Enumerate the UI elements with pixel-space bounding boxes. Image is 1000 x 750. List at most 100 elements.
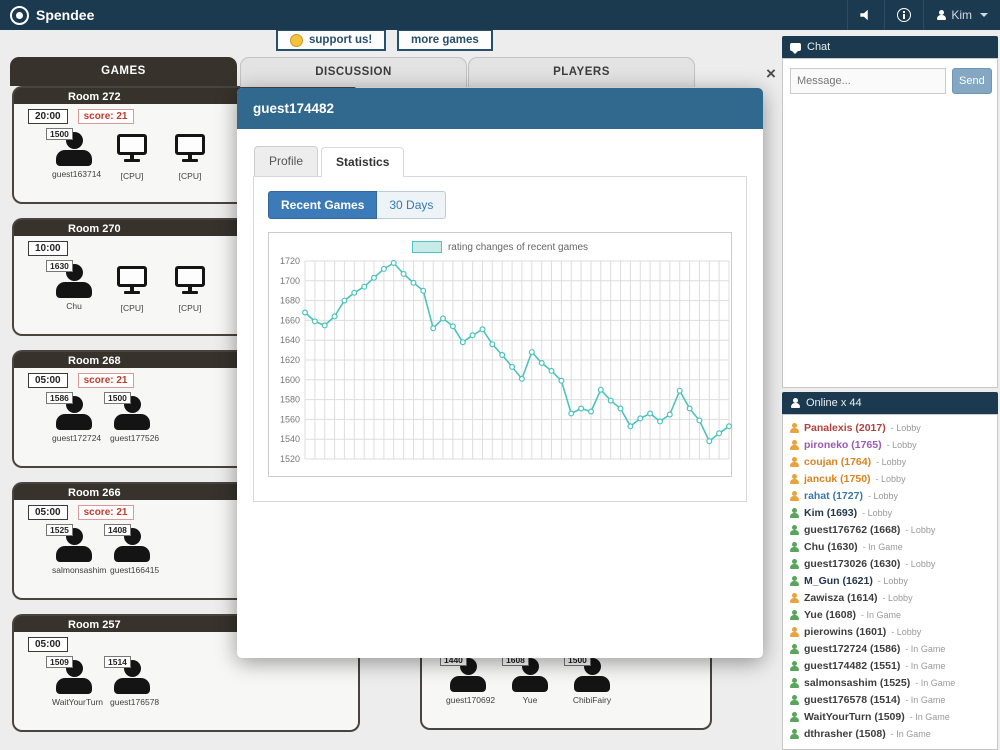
brand[interactable]: Spendee xyxy=(0,5,95,25)
player-avatar[interactable]: 1440 guest170692 xyxy=(440,654,495,705)
support-us-button[interactable]: support us! xyxy=(276,29,387,51)
online-players-list: Panalexis (2017) - Lobby pironeko (1765)… xyxy=(782,414,998,750)
online-player-status: - Lobby xyxy=(867,490,898,501)
online-player-status: - In Game xyxy=(909,711,950,722)
player-avatar[interactable]: 1408 guest166415 xyxy=(104,524,159,575)
chat-message-input[interactable] xyxy=(790,68,946,94)
online-player-row[interactable]: Chu (1630) - In Game xyxy=(789,538,991,555)
player-avatar[interactable]: 1500 guest177526 xyxy=(104,392,159,443)
online-player-status: - Lobby xyxy=(905,524,936,535)
subtab-30-days[interactable]: 30 Days xyxy=(377,191,447,219)
online-player-row[interactable]: dthrasher (1508) - In Game xyxy=(789,725,991,742)
rooms-list: Room 272 20:00 score: 21 1500 guest163714… xyxy=(12,86,360,746)
online-player-name: jancuk (1750) xyxy=(804,472,871,485)
tab-players[interactable]: PLAYERS xyxy=(468,57,695,87)
chat-send-button[interactable]: Send xyxy=(952,68,992,94)
player-rating-badge: 1500 xyxy=(104,392,131,404)
player-status-icon xyxy=(789,592,799,603)
svg-text:1720: 1720 xyxy=(280,256,300,266)
room-players: 1630 Chu [CPU] [CPU] xyxy=(28,260,348,313)
room-score: score: 21 xyxy=(77,505,134,520)
player-avatar[interactable]: 1500 ChibiFairy xyxy=(564,654,614,705)
online-player-status: - Lobby xyxy=(890,422,921,433)
online-player-status: - In Game xyxy=(915,677,956,688)
online-player-name: guest176762 (1668) xyxy=(804,523,901,536)
room-meta: 10:00 xyxy=(28,241,348,256)
svg-text:1680: 1680 xyxy=(280,296,300,306)
person-silhouette-icon xyxy=(508,658,552,694)
player-name: guest172724 xyxy=(52,433,102,443)
online-player-name: Yue (1608) xyxy=(804,608,856,621)
room-score: score: 21 xyxy=(77,373,134,388)
online-player-row[interactable]: guest176578 (1514) - In Game xyxy=(789,691,991,708)
player-name: Chu xyxy=(66,301,82,311)
player-avatar[interactable]: 1514 guest176578 xyxy=(104,656,160,707)
online-player-row[interactable]: guest172724 (1586) - In Game xyxy=(789,640,991,657)
player-avatar[interactable]: 1586 guest172724 xyxy=(46,392,102,443)
player-avatar[interactable]: [CPU] xyxy=(168,132,212,181)
player-rating-badge: 1630 xyxy=(46,260,73,272)
tab-profile[interactable]: Profile xyxy=(254,146,319,176)
player-avatar[interactable]: 1630 Chu xyxy=(46,260,96,313)
tab-discussion[interactable]: DISCUSSION xyxy=(240,57,467,87)
online-player-row[interactable]: WaitYourTurn (1509) - In Game xyxy=(789,708,991,725)
user-name: Kim xyxy=(951,8,972,22)
online-player-row[interactable]: salmonsashim (1525) - In Game xyxy=(789,674,991,691)
chat-header-label: Chat xyxy=(807,41,831,53)
room-players: 1586 guest172724 1500 guest177526 xyxy=(28,392,348,443)
sound-button[interactable] xyxy=(847,0,884,30)
player-avatar[interactable]: 1500 guest163714 xyxy=(46,128,101,181)
online-player-row[interactable]: pironeko (1765) - Lobby xyxy=(789,436,991,453)
cpu-icon xyxy=(110,266,154,302)
player-status-icon xyxy=(789,439,799,450)
player-avatar[interactable]: [CPU] xyxy=(168,264,212,313)
player-name: [CPU] xyxy=(178,303,202,313)
online-player-row[interactable]: M_Gun (1621) - Lobby xyxy=(789,572,991,589)
info-button[interactable] xyxy=(884,0,923,30)
online-player-row[interactable]: guest176762 (1668) - Lobby xyxy=(789,521,991,538)
online-player-row[interactable]: Zawisza (1614) - Lobby xyxy=(789,589,991,606)
online-player-row[interactable]: jancuk (1750) - Lobby xyxy=(789,470,991,487)
user-menu[interactable]: Kim xyxy=(923,0,1000,30)
online-player-row[interactable]: guest173026 (1630) - Lobby xyxy=(789,555,991,572)
player-avatar[interactable]: [CPU] xyxy=(110,132,154,181)
more-games-label: more games xyxy=(411,34,479,46)
modal-close-button[interactable]: × xyxy=(766,64,776,83)
player-status-icon xyxy=(789,456,799,467)
player-status-icon xyxy=(789,694,799,705)
online-player-row[interactable]: Panalexis (2017) - Lobby xyxy=(789,419,991,436)
room-meta: 20:00 score: 21 xyxy=(28,109,348,124)
player-avatar[interactable]: [CPU] xyxy=(110,264,154,313)
online-player-name: M_Gun (1621) xyxy=(804,574,873,587)
online-player-name: guest174482 (1551) xyxy=(804,659,901,672)
online-player-status: - Lobby xyxy=(882,592,913,603)
svg-text:1700: 1700 xyxy=(280,276,300,286)
online-player-row[interactable]: Kim (1693) - Lobby xyxy=(789,504,991,521)
tab-statistics[interactable]: Statistics xyxy=(321,147,405,177)
player-avatar[interactable]: 1608 Yue xyxy=(502,654,552,705)
online-users-icon xyxy=(790,398,800,408)
online-player-name: coujan (1764) xyxy=(804,455,872,468)
player-status-icon xyxy=(789,677,799,688)
player-avatar[interactable]: 1525 salmonsashim xyxy=(46,524,106,575)
online-player-row[interactable]: pierowins (1601) - Lobby xyxy=(789,623,991,640)
online-player-row[interactable]: coujan (1764) - Lobby xyxy=(789,453,991,470)
brand-name: Spendee xyxy=(36,7,95,23)
online-player-row[interactable]: rahat (1727) - Lobby xyxy=(789,487,991,504)
tab-games[interactable]: GAMES xyxy=(10,57,237,86)
online-player-row[interactable]: Yue (1608) - In Game xyxy=(789,606,991,623)
online-player-status: - In Game xyxy=(905,694,946,705)
player-name: guest176578 xyxy=(110,697,160,707)
more-games-button[interactable]: more games xyxy=(397,29,493,51)
statistics-panel: Recent Games 30 Days rating changes of r… xyxy=(253,177,747,502)
player-status-icon xyxy=(789,473,799,484)
player-name: WaitYourTurn xyxy=(52,697,104,707)
rating-chart-box: rating changes of recent games 1520 1540 1… xyxy=(268,232,733,477)
subtab-recent-games[interactable]: Recent Games xyxy=(268,191,378,219)
player-avatar[interactable]: 1509 WaitYourTurn xyxy=(46,656,104,707)
online-player-row[interactable]: guest174482 (1551) - In Game xyxy=(789,657,991,674)
room-timer: 05:00 xyxy=(28,637,68,652)
player-status-icon xyxy=(789,507,799,518)
online-header: Online x 44 xyxy=(782,392,998,414)
